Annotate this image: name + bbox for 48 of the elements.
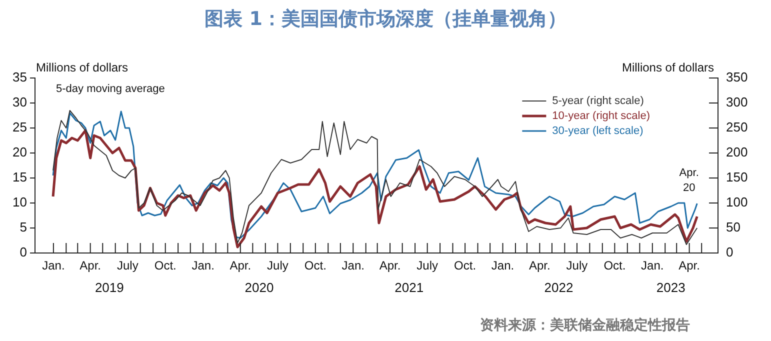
x-tick-label: Apr. — [678, 258, 700, 273]
y-tick-label: 30 — [12, 94, 27, 110]
text: 2023 — [656, 280, 686, 296]
annotation: Apr. 20 — [679, 167, 699, 194]
y-tick-label: 5 — [20, 220, 27, 235]
legend-label: 10-year (right scale) — [552, 110, 650, 122]
y2-tick-label: 0 — [726, 244, 734, 260]
text: 2022 — [544, 280, 574, 296]
y2-tick-label: 150 — [726, 170, 748, 185]
legend-label: 5-year (right scale) — [552, 95, 644, 108]
x-tick-label: Oct. — [604, 258, 626, 273]
text: 2019 — [94, 280, 124, 296]
x-tick-label: Oct. — [154, 258, 176, 273]
y-tick-label: 20 — [12, 144, 27, 160]
y2-tick-label: 50 — [726, 220, 740, 235]
y2-tick-label: 300 — [726, 94, 748, 110]
y2-tick-label: 350 — [726, 70, 748, 85]
y-tick-label: 25 — [12, 120, 27, 135]
x-tick-label: July — [267, 258, 288, 273]
x-tick-label: Oct. — [304, 258, 326, 273]
y-tick-label: 35 — [12, 70, 27, 85]
x-tick-label: Apr. — [379, 258, 401, 273]
x-tick-label: Jan. — [491, 258, 514, 273]
y2-tick-label: 250 — [726, 120, 748, 135]
x-tick-label: Apr. — [80, 258, 102, 273]
x-tick-label: July — [566, 258, 588, 273]
annotation: 5-day moving average — [56, 83, 165, 96]
x-tick-label: Jan. — [342, 258, 364, 273]
y2-tick-label: 200 — [726, 144, 748, 160]
text: 2021 — [394, 280, 424, 296]
x-tick-label: July — [116, 258, 138, 273]
legend-label: 30-year (left scale) — [552, 125, 644, 138]
y-tick-label: 15 — [12, 170, 27, 185]
x-tick-label: Jan. — [42, 258, 65, 273]
x-tick-label: Jan. — [192, 258, 214, 273]
y-axis-title: Millions of dollars — [36, 60, 128, 74]
chart-title: 图表 1：美国国债市场深度（挂单量视角） — [204, 7, 568, 32]
text: 资料来源：美联储金融稳定性报告 — [480, 316, 690, 334]
x-tick-label: Oct. — [454, 258, 476, 273]
y-tick-label: 10 — [12, 194, 27, 210]
y2-axis-title: Millions of dollars — [622, 60, 714, 74]
y2-tick-label: 100 — [726, 194, 748, 210]
text: 2020 — [244, 280, 274, 296]
x-tick-label: Jan. — [641, 258, 664, 273]
y-tick-label: 0 — [20, 244, 27, 260]
x-tick-label: July — [416, 258, 438, 273]
x-tick-label: Apr. — [528, 258, 550, 273]
x-tick-label: Apr. — [230, 258, 252, 273]
